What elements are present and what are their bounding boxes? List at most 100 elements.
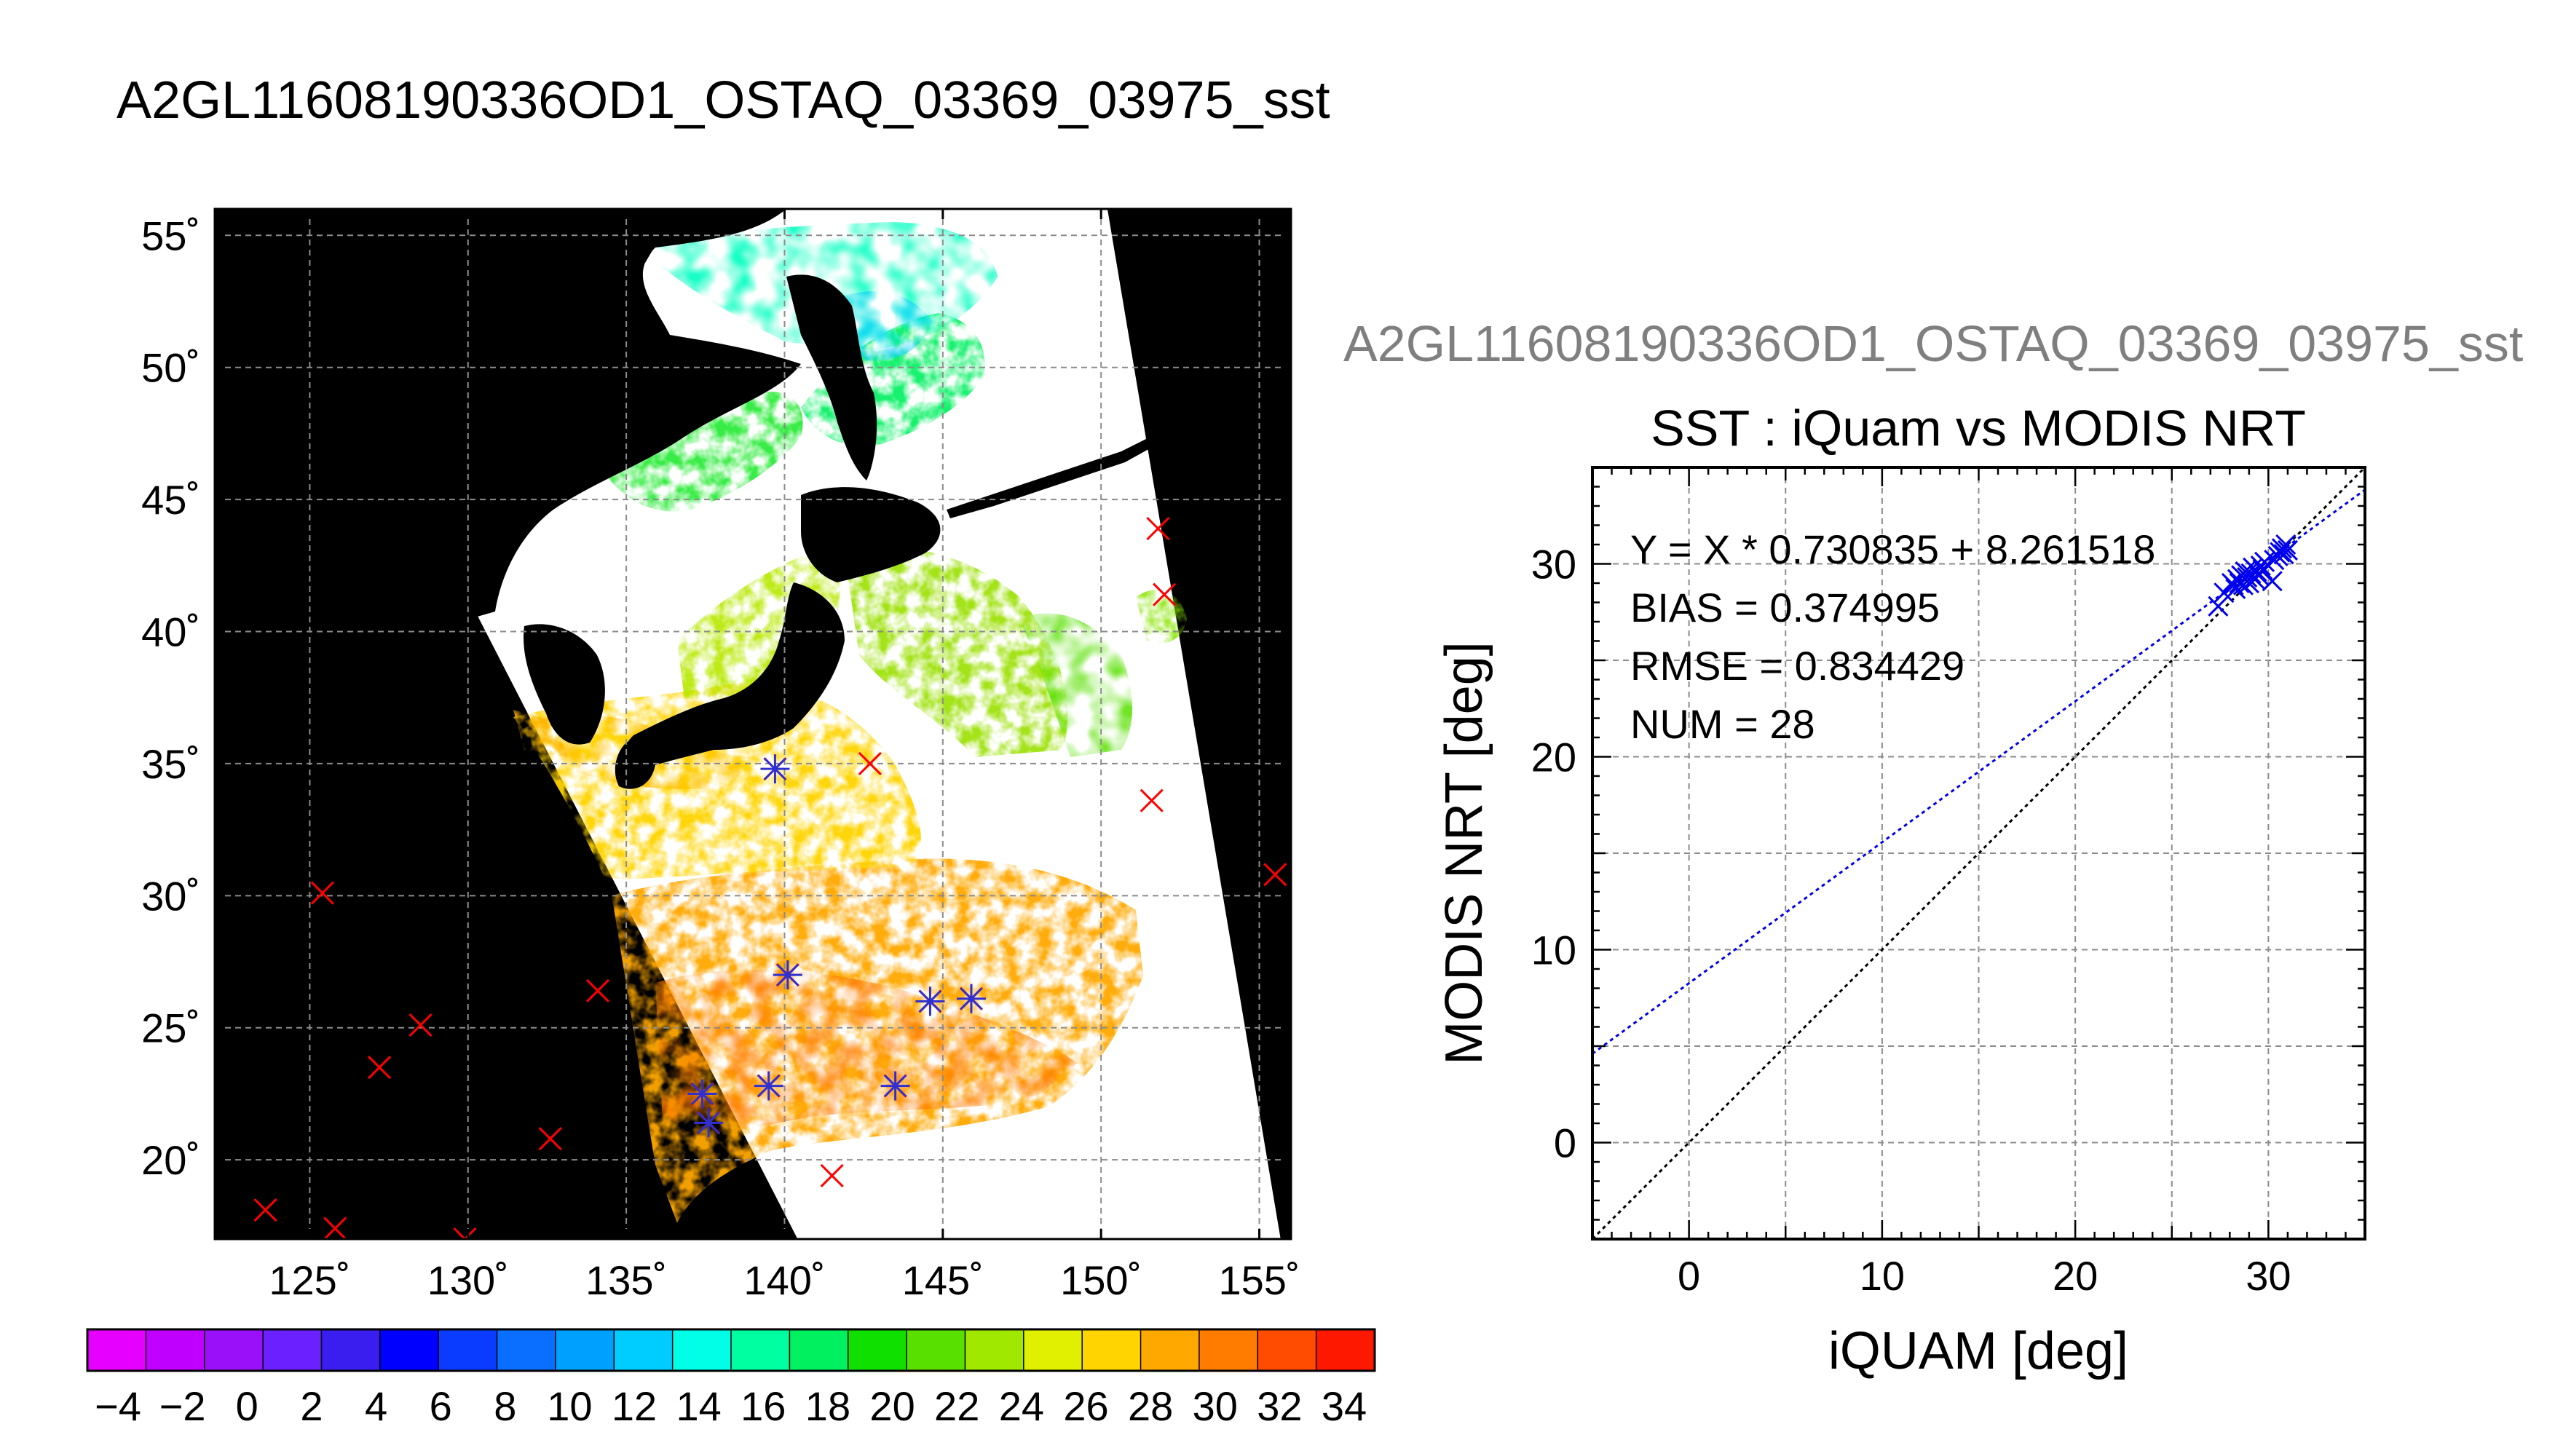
colorbar-tick-label: 4 <box>365 1383 387 1429</box>
iquam-marker <box>367 1056 392 1080</box>
iquam-marker <box>1140 788 1164 812</box>
y-tick-label: 30 <box>1531 542 1576 587</box>
lon-tick-label: 130˚ <box>427 1257 509 1303</box>
sst-patch-east-green <box>1019 613 1132 757</box>
colorbar-cell <box>965 1329 1024 1371</box>
colorbar-tick-label: 18 <box>805 1383 850 1429</box>
matchup-marker <box>956 984 986 1013</box>
colorbar-cell <box>1140 1329 1200 1371</box>
x-tick-label: 10 <box>1860 1253 1905 1299</box>
x-axis-label: iQUAM [deg] <box>1828 1322 2128 1380</box>
secondary-title: A2GL11608190336OD1_OSTAQ_03369_03975_sst <box>1343 315 2523 372</box>
colorbar-cell <box>146 1329 205 1371</box>
sst-patch-north-blue <box>837 291 932 361</box>
iquam-marker <box>1153 582 1177 606</box>
colorbar-tick-label: 22 <box>934 1383 979 1429</box>
colorbar-cells <box>87 1329 1375 1371</box>
matchup-marker <box>694 1108 724 1138</box>
lon-tick-label: 150˚ <box>1060 1257 1142 1303</box>
colorbar-labels: −4 −2 0 2 4 6 8 10 12 14 16 18 20 22 24 26 28 30 32 34 <box>95 1383 1367 1429</box>
colorbar-tick-label: 24 <box>999 1383 1044 1429</box>
scatter-annotation: NUM = 28 <box>1630 701 1815 747</box>
land-sakhalin <box>786 274 877 480</box>
colorbar-tick-label: 32 <box>1257 1383 1302 1429</box>
land-asia <box>215 209 801 626</box>
colorbar-cell <box>1316 1329 1375 1371</box>
colorbar-cell <box>731 1329 790 1371</box>
sst-patch-east-japan <box>845 547 1068 757</box>
iquam-marker <box>310 881 334 905</box>
matchup-marker <box>760 754 790 784</box>
land-korea <box>524 624 605 745</box>
matchup-marker <box>915 986 945 1016</box>
scatter-point <box>2252 559 2273 580</box>
colorbar-tick-label: 2 <box>300 1383 323 1429</box>
matchup-marker <box>754 1071 783 1101</box>
x-tick-label: 30 <box>2246 1253 2291 1299</box>
lon-tick-label: 145˚ <box>902 1257 984 1303</box>
land-kurils <box>947 437 1158 518</box>
colorbar-cell <box>87 1329 146 1371</box>
scatter-point <box>2262 571 2283 592</box>
lon-tick-label: 155˚ <box>1218 1257 1300 1303</box>
main-title: A2GL11608190336OD1_OSTAQ_03369_03975_sst <box>117 71 1330 130</box>
colorbar-tick-label: 34 <box>1322 1383 1367 1429</box>
colorbar-cell <box>672 1329 732 1371</box>
colorbar-cell <box>848 1329 907 1371</box>
land-mask <box>215 209 1158 789</box>
lat-tick-label: 25˚ <box>141 1005 200 1051</box>
colorbar-tick-label: 20 <box>869 1383 915 1429</box>
sst-map: 125˚ 130˚ 135˚ 140˚ 145˚ 150˚ 155˚ 20˚ 25˚ 30˚ 35˚… <box>141 207 1300 1303</box>
sst-patch-bohai <box>513 710 568 757</box>
colorbar-cell <box>1023 1329 1083 1371</box>
lat-tick-label: 35˚ <box>141 741 200 787</box>
colorbar-tick-label: −2 <box>159 1383 206 1429</box>
iquam-marker <box>585 978 610 1003</box>
colorbar-cell <box>321 1329 381 1371</box>
colorbar-frame <box>86 1328 1376 1372</box>
y-tick-label: 20 <box>1531 735 1576 780</box>
colorbar-cell <box>379 1329 439 1371</box>
scatter-points <box>2208 534 2298 617</box>
colorbar-cell <box>438 1329 498 1371</box>
scatter-point <box>2225 578 2246 600</box>
scatter-annotation: RMSE = 0.834429 <box>1630 643 1964 689</box>
lon-tick-label: 140˚ <box>743 1257 825 1303</box>
scatter-point <box>2208 596 2229 617</box>
scatter-point <box>2264 550 2285 571</box>
land-honshu <box>623 582 845 772</box>
land-kyushu <box>615 740 655 789</box>
map-markers <box>253 516 1287 1239</box>
colorbar-tick-label: 0 <box>236 1383 258 1429</box>
scatter-title: SST : iQuam vs MODIS NRT <box>1651 400 2306 456</box>
colorbar-tick-label: 8 <box>494 1383 516 1429</box>
land-hokkaido <box>801 487 941 582</box>
iquam-marker <box>858 751 882 775</box>
sst-patch-hot-spots <box>655 969 1078 1132</box>
map-graticule <box>215 209 1291 1239</box>
colorbar-tick-label: 6 <box>430 1383 452 1429</box>
x-tick-label: 20 <box>2053 1253 2098 1299</box>
lat-tick-label: 20˚ <box>141 1137 200 1183</box>
colorbar: −4 −2 0 2 4 6 8 10 12 14 16 18 20 22 24 26 28 30 32 34 <box>86 1328 1376 1429</box>
colorbar-cell <box>555 1329 615 1371</box>
x-tick-label: 0 <box>1678 1253 1700 1299</box>
colorbar-tick-label: −4 <box>95 1383 141 1429</box>
iquam-marker <box>820 1163 844 1187</box>
iquam-marker <box>408 1013 433 1037</box>
colorbar-cell <box>1082 1329 1142 1371</box>
iquam-marker <box>253 1198 277 1222</box>
colorbar-tick-label: 30 <box>1193 1383 1238 1429</box>
lat-tick-label: 55˚ <box>141 213 200 258</box>
scatter-annotations: Y = X * 0.730835 + 8.261518 BIAS = 0.3749… <box>1630 526 2155 747</box>
lon-tick-label: 125˚ <box>269 1257 350 1303</box>
lat-tick-label: 50˚ <box>141 345 200 391</box>
scatter-point <box>2246 561 2267 582</box>
colorbar-tick-label: 10 <box>547 1383 592 1429</box>
colorbar-cell <box>1198 1329 1258 1371</box>
iquam-marker <box>1146 516 1170 541</box>
colorbar-tick-label: 14 <box>676 1383 722 1429</box>
sst-patch-primorye <box>604 392 803 512</box>
iquam-marker <box>1263 863 1287 887</box>
